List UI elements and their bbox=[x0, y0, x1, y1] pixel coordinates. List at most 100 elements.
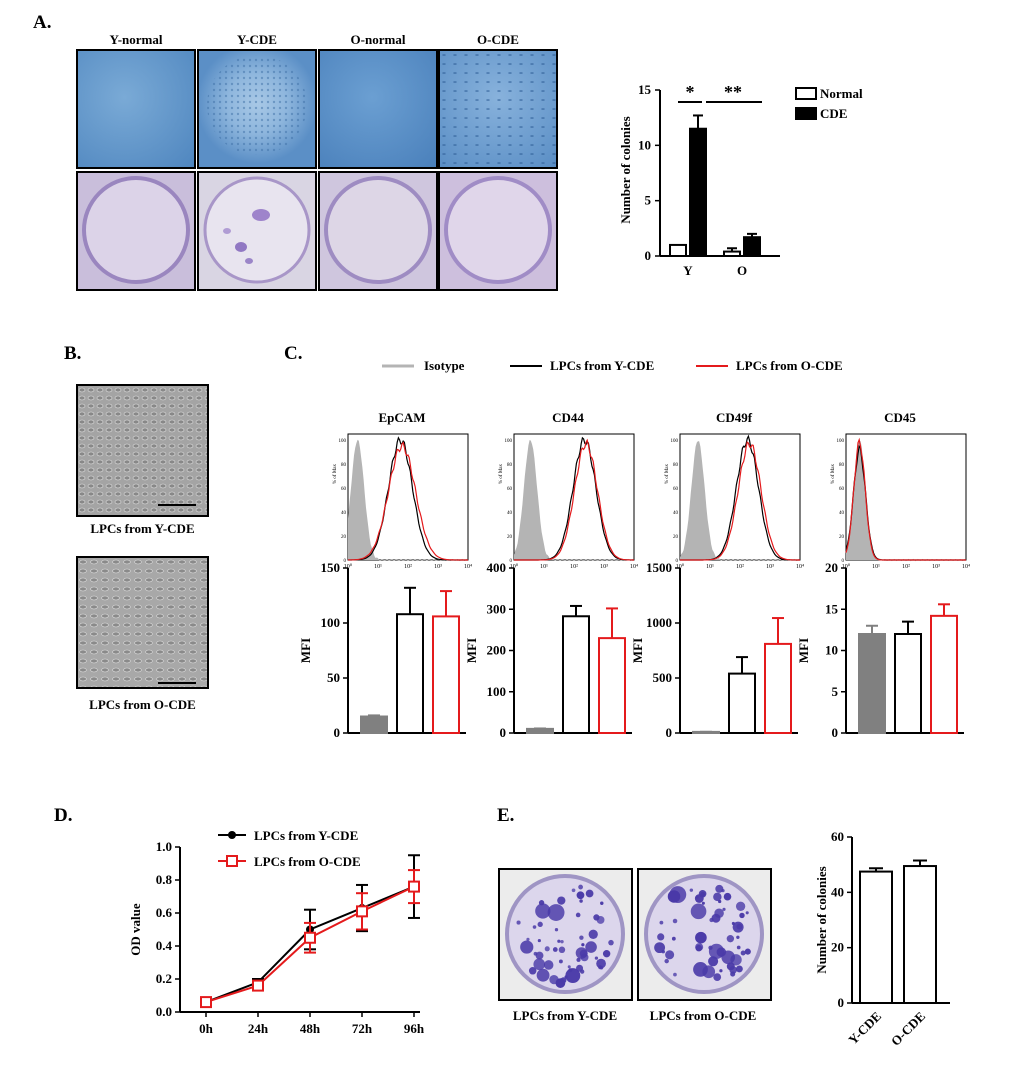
histogram-ytick-label: 100 bbox=[671, 439, 679, 444]
colony-spot bbox=[533, 958, 546, 971]
colony-spot bbox=[533, 951, 538, 956]
colony-spot bbox=[740, 950, 746, 956]
histogram-ocde-epcam bbox=[347, 441, 468, 561]
colony-spot bbox=[526, 937, 530, 941]
histogram-xtick-label: 10³ bbox=[932, 564, 940, 570]
colony-spot bbox=[726, 935, 735, 943]
chart-a-ytick-label: 5 bbox=[645, 193, 652, 208]
chart-d-ylabel: OD value bbox=[128, 903, 143, 956]
colony-spot bbox=[537, 939, 541, 943]
bar-ytick-label-cd44: 0 bbox=[500, 725, 507, 740]
histogram-ytick-label: 60 bbox=[839, 487, 845, 492]
colony-spot bbox=[575, 912, 581, 918]
histogram-ytick-label: 40 bbox=[341, 511, 347, 516]
histogram-ytick-label: 80 bbox=[507, 463, 513, 468]
chart-a-sig-star-1: * bbox=[686, 82, 695, 102]
colony-spot bbox=[730, 954, 742, 966]
histogram-ytick-label: 40 bbox=[507, 511, 513, 516]
scattered-cells-texture bbox=[440, 51, 556, 167]
histogram-isotype-cd49f bbox=[680, 441, 800, 562]
bar-ocde-epcam bbox=[432, 615, 460, 734]
chart-a-ylabel: Number of colonies bbox=[618, 116, 633, 223]
histogram-xtick-label: 10⁰ bbox=[842, 563, 851, 570]
chart-d-point-ocde bbox=[200, 996, 212, 1009]
colony-spot bbox=[708, 945, 713, 950]
histogram-ytick-label: 0 bbox=[510, 559, 513, 564]
chart-d-legend-marker-1 bbox=[226, 855, 238, 867]
colony-spot bbox=[657, 933, 665, 941]
colony-spot bbox=[736, 923, 743, 930]
histogram-ytick-label: 60 bbox=[673, 487, 679, 492]
panel-label-a: A. bbox=[33, 12, 52, 33]
colony-spot bbox=[558, 959, 563, 964]
histogram-ylabel: % of Max bbox=[333, 464, 338, 484]
histogram-xtick-label: 10¹ bbox=[872, 564, 880, 570]
colony-spot bbox=[665, 950, 675, 960]
bar-ytick-label-cd44: 100 bbox=[487, 684, 507, 699]
bar-isotype-cd45 bbox=[858, 633, 886, 734]
colony-spot bbox=[600, 901, 604, 905]
chart-a-ytick-label: 0 bbox=[645, 248, 652, 263]
colony-spot bbox=[520, 940, 534, 954]
colony-spot bbox=[568, 968, 573, 973]
histogram-ytick-label: 100 bbox=[505, 439, 513, 444]
bar-ycde-cd44 bbox=[562, 615, 590, 734]
histogram-ytick-label: 80 bbox=[673, 463, 679, 468]
colony-spot bbox=[571, 888, 576, 893]
colony-spot bbox=[547, 904, 565, 921]
bar-ytick-label-epcam: 100 bbox=[321, 615, 341, 630]
chart-e-bar-y-cde bbox=[859, 870, 893, 1005]
chart-d-ytick-label: 0.8 bbox=[156, 872, 173, 887]
chart-c-title-cd44: CD44 bbox=[552, 410, 584, 425]
histogram-xtick-label: 10³ bbox=[766, 564, 774, 570]
histogram-xtick-label: 10⁰ bbox=[676, 563, 685, 570]
bar-ytick-label-cd49f: 1000 bbox=[646, 615, 672, 630]
bar-ylabel-cd49f: MFI bbox=[630, 638, 645, 663]
colony-spot bbox=[579, 899, 583, 903]
legend-c: Isotype LPCs from Y-CDE LPCs from O-CDE bbox=[382, 358, 843, 373]
histogram-xtick-label: 10³ bbox=[600, 564, 608, 570]
caption-e-y-cde: LPCs from Y-CDE bbox=[512, 1008, 618, 1023]
colony-spot bbox=[593, 914, 600, 921]
dish-o-normal bbox=[318, 171, 438, 291]
bar-ytick-label-cd45: 5 bbox=[832, 684, 839, 699]
chart-e-ylabel: Number of colonies bbox=[814, 866, 829, 973]
colony-spot bbox=[664, 958, 669, 964]
colony-spot bbox=[596, 958, 606, 969]
column-label-y-cde: Y-CDE bbox=[237, 32, 277, 47]
chart-a-xtick-label: Y bbox=[683, 263, 693, 278]
colony-spot bbox=[745, 911, 749, 915]
colony-spot bbox=[709, 917, 714, 923]
histogram-ytick-label: 40 bbox=[673, 511, 679, 516]
colony-spot bbox=[719, 969, 723, 973]
chart-d-xtick-label: 48h bbox=[300, 1021, 321, 1035]
histogram-ytick-label: 0 bbox=[676, 559, 679, 564]
panel-label-c: C. bbox=[284, 343, 303, 364]
histogram-isotype-epcam bbox=[348, 439, 468, 562]
bar-ycde-cd45 bbox=[894, 633, 922, 734]
histogram-xtick-label: 10² bbox=[404, 564, 412, 570]
dish-e-plate bbox=[505, 874, 625, 994]
histogram-ylabel: % of Max bbox=[499, 464, 504, 484]
colony-spot bbox=[552, 947, 558, 952]
colony-spot bbox=[579, 935, 584, 940]
colony-spot bbox=[580, 969, 585, 974]
chart-d-point-ocde bbox=[356, 905, 368, 918]
chart-d-xtick-label: 96h bbox=[404, 1021, 425, 1035]
histogram-xtick-label: 10⁴ bbox=[630, 564, 638, 570]
bar-ylabel-cd45: MFI bbox=[796, 638, 811, 663]
chart-d-ytick-label: 0.0 bbox=[156, 1004, 172, 1019]
chart-d-xtick-label: 0h bbox=[199, 1021, 214, 1035]
bar-isotype-cd44 bbox=[526, 727, 554, 734]
bar-ycde-cd49f bbox=[728, 672, 756, 735]
histogram-xtick-label: 10⁴ bbox=[464, 564, 472, 570]
bar-ocde-cd49f bbox=[764, 642, 792, 734]
colony-spot bbox=[535, 951, 544, 960]
colony-spot bbox=[744, 948, 751, 955]
chart-a-ytick-label: 10 bbox=[638, 137, 651, 152]
colony-spot bbox=[543, 960, 554, 970]
histogram-isotype-cd44 bbox=[514, 439, 634, 562]
bar-ytick-label-epcam: 0 bbox=[334, 725, 341, 740]
colony-spot bbox=[578, 884, 583, 890]
